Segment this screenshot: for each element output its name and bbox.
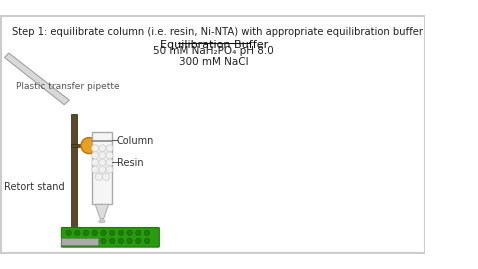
Ellipse shape <box>99 220 105 223</box>
Circle shape <box>92 159 99 166</box>
Text: Equilibration Buffer: Equilibration Buffer <box>160 40 268 50</box>
Circle shape <box>92 238 98 243</box>
Circle shape <box>99 159 106 166</box>
Circle shape <box>118 238 123 243</box>
Circle shape <box>118 230 123 236</box>
Text: Resin: Resin <box>117 158 143 168</box>
Circle shape <box>144 230 150 236</box>
Polygon shape <box>95 204 109 219</box>
Bar <box>61 238 98 245</box>
Circle shape <box>81 138 97 154</box>
Text: 50 mM NaH₂PO₄ pH 8.0: 50 mM NaH₂PO₄ pH 8.0 <box>153 46 274 56</box>
Text: 300 mM NaCl: 300 mM NaCl <box>179 56 249 67</box>
Circle shape <box>106 145 113 152</box>
Bar <box>71 144 91 147</box>
Circle shape <box>92 166 99 173</box>
Circle shape <box>95 173 102 180</box>
Circle shape <box>99 145 106 152</box>
Circle shape <box>102 173 109 180</box>
Circle shape <box>127 230 132 236</box>
Circle shape <box>75 238 80 243</box>
FancyBboxPatch shape <box>61 228 159 247</box>
Text: Column: Column <box>117 136 154 146</box>
Circle shape <box>99 166 106 173</box>
Circle shape <box>106 152 113 159</box>
Circle shape <box>99 152 106 159</box>
Circle shape <box>109 230 115 236</box>
Text: Plastic transfer pipette: Plastic transfer pipette <box>16 82 120 91</box>
Circle shape <box>66 230 71 236</box>
Circle shape <box>144 238 150 243</box>
Circle shape <box>101 230 106 236</box>
Bar <box>71 115 76 243</box>
Polygon shape <box>4 53 69 105</box>
Circle shape <box>106 166 113 173</box>
Circle shape <box>109 238 115 243</box>
Circle shape <box>92 145 99 152</box>
Text: Step 1: equilibrate column (i.e. resin, Ni-NTA) with appropriate equilibration b: Step 1: equilibrate column (i.e. resin, … <box>12 27 424 37</box>
Circle shape <box>92 152 99 159</box>
FancyBboxPatch shape <box>1 16 424 253</box>
Circle shape <box>136 238 141 243</box>
Circle shape <box>127 238 132 243</box>
Circle shape <box>101 238 106 243</box>
Circle shape <box>92 230 98 236</box>
Circle shape <box>66 238 71 243</box>
Bar <box>92 132 112 204</box>
Circle shape <box>83 238 88 243</box>
Circle shape <box>136 230 141 236</box>
Circle shape <box>75 230 80 236</box>
Text: Retort stand: Retort stand <box>3 182 64 192</box>
Circle shape <box>106 159 113 166</box>
Circle shape <box>83 230 88 236</box>
